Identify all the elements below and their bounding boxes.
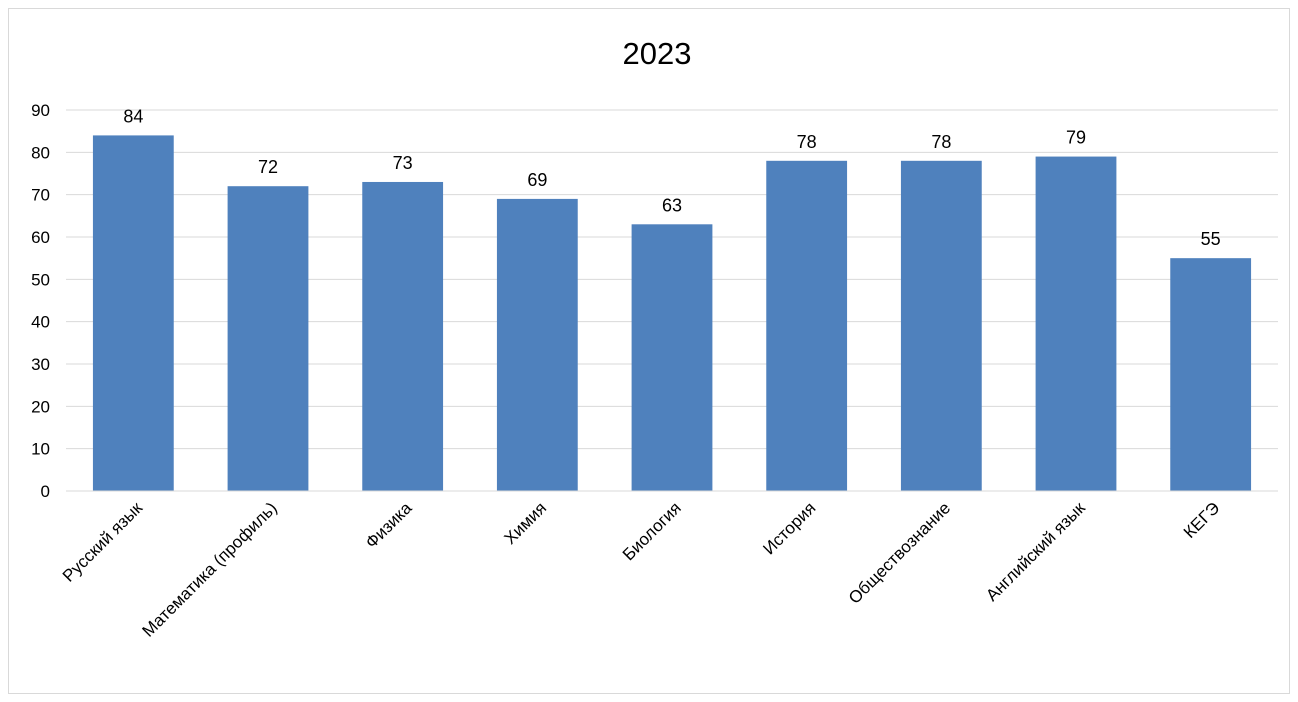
bar xyxy=(362,181,444,491)
y-tick-label: 40 xyxy=(31,313,50,332)
x-category-label: Химия xyxy=(500,498,550,548)
data-label: 78 xyxy=(797,132,817,152)
y-tick-label: 30 xyxy=(31,355,50,374)
bars xyxy=(92,135,1252,492)
y-axis-ticks: 0 10 20 30 40 50 60 70 80 90 xyxy=(31,101,50,501)
data-label: 84 xyxy=(123,106,143,126)
bar xyxy=(1170,258,1252,491)
data-labels: 84 72 73 69 63 78 78 79 55 xyxy=(123,106,1220,249)
bar xyxy=(1035,156,1117,492)
x-category-label: Обществознание xyxy=(845,498,954,607)
y-tick-label: 0 xyxy=(41,482,50,501)
bar xyxy=(900,160,982,492)
data-label: 79 xyxy=(1066,128,1086,148)
chart-title: 2023 xyxy=(623,36,692,71)
x-category-label: Английский язык xyxy=(982,498,1089,605)
y-tick-label: 50 xyxy=(31,270,50,289)
data-label: 72 xyxy=(258,157,278,177)
x-category-label: Физика xyxy=(362,498,416,552)
y-tick-label: 80 xyxy=(31,143,50,162)
x-category-label: КЕГЭ xyxy=(1180,498,1224,542)
data-label: 63 xyxy=(662,195,682,215)
y-tick-label: 60 xyxy=(31,228,50,247)
y-tick-label: 20 xyxy=(31,397,50,416)
x-category-label: Биология xyxy=(619,498,685,564)
y-tick-label: 70 xyxy=(31,186,50,205)
data-label: 69 xyxy=(527,170,547,190)
bar xyxy=(227,186,309,491)
y-tick-label: 90 xyxy=(31,101,50,120)
bar xyxy=(766,160,848,492)
x-category-label: Русский язык xyxy=(59,498,147,586)
bar xyxy=(496,198,578,491)
data-label: 73 xyxy=(393,153,413,173)
bar xyxy=(631,224,713,492)
data-label: 78 xyxy=(931,132,951,152)
data-label: 55 xyxy=(1201,229,1221,249)
x-category-label: История xyxy=(759,498,819,558)
y-tick-label: 10 xyxy=(31,440,50,459)
bar xyxy=(92,135,174,491)
x-category-label: Математика (профиль) xyxy=(139,498,281,640)
